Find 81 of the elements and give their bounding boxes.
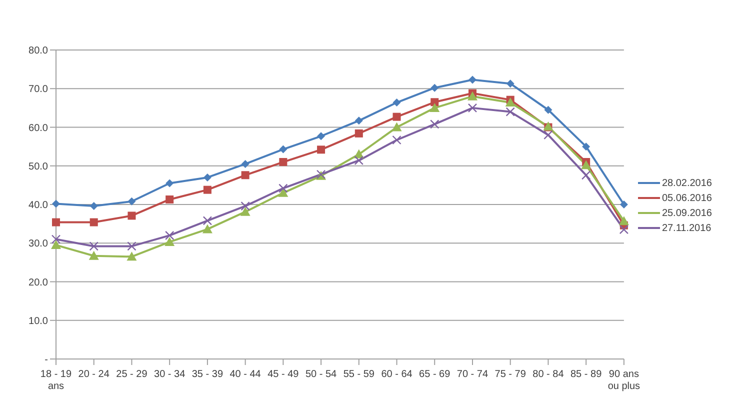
point bbox=[164, 236, 175, 246]
point bbox=[582, 142, 590, 151]
point bbox=[240, 206, 250, 216]
point bbox=[166, 195, 174, 204]
point bbox=[544, 106, 552, 114]
point bbox=[581, 160, 592, 170]
y-tick-label: - bbox=[44, 354, 48, 366]
point bbox=[279, 145, 288, 154]
x-tick-label: 50 - 54 bbox=[305, 369, 338, 380]
x-tick-label: 70 - 74 bbox=[456, 369, 488, 380]
point bbox=[202, 224, 212, 234]
point bbox=[430, 120, 440, 129]
point bbox=[203, 173, 212, 182]
point bbox=[52, 218, 60, 226]
point bbox=[240, 201, 250, 211]
point bbox=[203, 186, 212, 194]
x-tick-label: 18 - 19 ans bbox=[40, 369, 72, 392]
x-tick-label: 75 - 79 bbox=[494, 369, 526, 380]
point bbox=[430, 98, 439, 106]
x-tick-label: 60 - 64 bbox=[381, 369, 413, 380]
point bbox=[317, 132, 326, 140]
y-tick-label: 40.0 bbox=[28, 200, 48, 212]
point bbox=[88, 250, 99, 260]
point bbox=[278, 188, 288, 197]
point bbox=[127, 242, 136, 251]
x-tick-label: 55 - 59 bbox=[343, 369, 375, 380]
legend-label: 28.02.2016 bbox=[662, 178, 712, 188]
point bbox=[278, 184, 288, 193]
x-tick-label: 25 - 29 bbox=[116, 369, 148, 380]
point bbox=[618, 216, 629, 226]
x-tick-label: 35 - 39 bbox=[192, 369, 224, 380]
point bbox=[126, 252, 137, 261]
x-tick-label: 90 ans ou plus bbox=[608, 369, 640, 392]
point bbox=[128, 197, 136, 206]
x-tick-label: 65 - 69 bbox=[419, 369, 451, 380]
point bbox=[90, 202, 98, 210]
point bbox=[90, 218, 98, 226]
x-tick-label: 85 - 89 bbox=[570, 369, 602, 380]
y-tick-label: 10.0 bbox=[28, 316, 48, 327]
point bbox=[354, 129, 363, 138]
point bbox=[202, 216, 212, 226]
point bbox=[619, 225, 629, 234]
point bbox=[467, 91, 478, 100]
x-tick-label: 80 - 84 bbox=[532, 369, 564, 380]
point bbox=[89, 242, 98, 251]
point bbox=[430, 84, 439, 92]
point bbox=[392, 98, 401, 107]
point bbox=[620, 200, 628, 208]
point bbox=[128, 212, 136, 220]
point bbox=[164, 230, 174, 240]
legend-label: 05.06.2016 bbox=[662, 192, 712, 204]
x-tick-label: 20 - 24 bbox=[78, 369, 110, 380]
x-tick-label: 30 - 34 bbox=[154, 369, 186, 380]
point bbox=[544, 130, 553, 140]
point bbox=[430, 102, 440, 112]
point bbox=[506, 80, 514, 88]
point bbox=[505, 98, 516, 107]
legend-label: 25.09.2016 bbox=[662, 208, 712, 218]
point bbox=[392, 112, 401, 121]
point bbox=[279, 158, 288, 166]
y-tick-label: 70.0 bbox=[28, 84, 48, 96]
point bbox=[166, 179, 174, 188]
y-tick-label: 50.0 bbox=[28, 161, 48, 172]
x-tick-label: 45 - 49 bbox=[268, 369, 300, 380]
point bbox=[506, 107, 515, 116]
point bbox=[241, 171, 250, 180]
point bbox=[354, 156, 364, 166]
point bbox=[52, 200, 60, 208]
point bbox=[392, 135, 402, 145]
legend-label: 27.11.2016 bbox=[662, 222, 712, 234]
point bbox=[392, 122, 402, 132]
y-tick-label: 30.0 bbox=[28, 238, 48, 250]
point bbox=[354, 116, 363, 125]
y-tick-label: 20.0 bbox=[28, 277, 48, 288]
point bbox=[468, 103, 478, 113]
x-tick-label: 40 - 44 bbox=[230, 369, 262, 380]
point bbox=[468, 76, 476, 84]
y-tick-label: 60.0 bbox=[28, 122, 48, 134]
point bbox=[317, 146, 326, 154]
y-tick-label: 80.0 bbox=[28, 46, 48, 57]
point bbox=[241, 160, 250, 168]
